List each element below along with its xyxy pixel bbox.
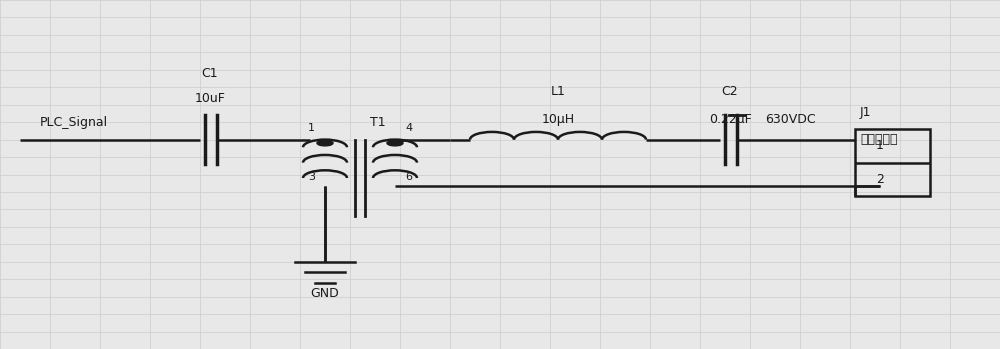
- Text: J1: J1: [860, 106, 872, 119]
- Text: 3: 3: [308, 172, 315, 182]
- Text: 6: 6: [405, 172, 412, 182]
- Text: 2: 2: [876, 173, 884, 186]
- Text: 交流电插头: 交流电插头: [860, 133, 898, 146]
- Text: C1: C1: [202, 67, 218, 80]
- Text: 10μH: 10μH: [541, 113, 575, 126]
- Text: 630VDC: 630VDC: [765, 113, 815, 126]
- Circle shape: [317, 140, 333, 146]
- Text: PLC_Signal: PLC_Signal: [40, 116, 108, 129]
- Text: 10uF: 10uF: [195, 92, 225, 105]
- Text: L1: L1: [551, 85, 565, 98]
- Text: 0.22μF: 0.22μF: [709, 113, 751, 126]
- Text: GND: GND: [311, 287, 339, 300]
- Text: 1: 1: [876, 139, 884, 153]
- Text: 1: 1: [308, 122, 315, 133]
- Bar: [855, 129, 930, 196]
- Text: 4: 4: [405, 122, 412, 133]
- Circle shape: [387, 140, 403, 146]
- Text: T1: T1: [370, 116, 386, 129]
- Text: C2: C2: [722, 85, 738, 98]
